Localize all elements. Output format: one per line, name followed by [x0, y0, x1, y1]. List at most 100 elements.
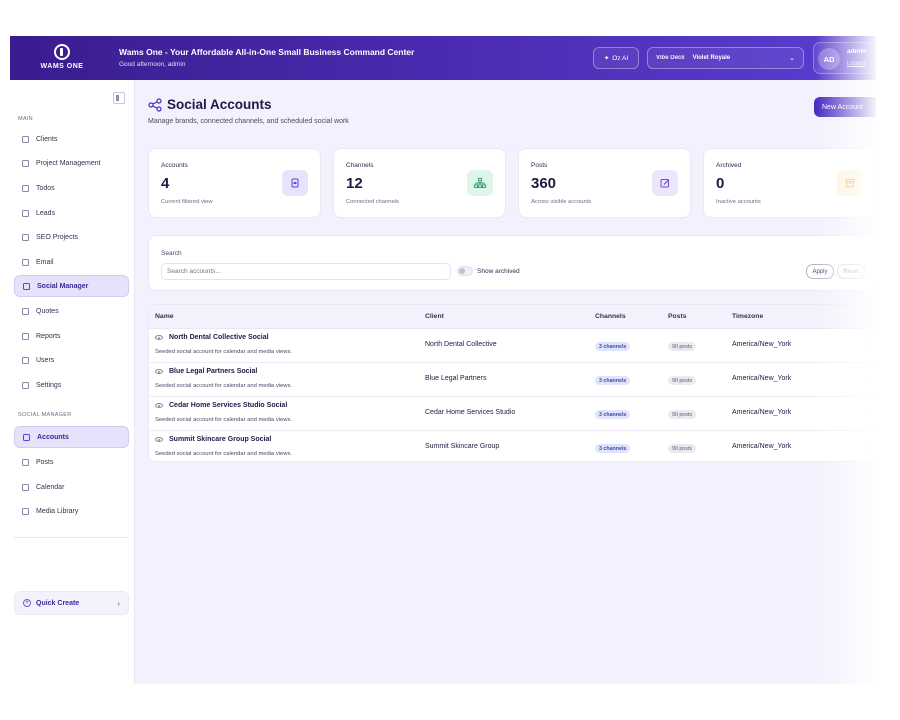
edit-icon	[22, 458, 29, 466]
vibe-deck-label: Vibe Deck	[656, 55, 685, 61]
bar-chart-icon	[22, 332, 29, 340]
column-header-name[interactable]: Name	[155, 313, 174, 320]
sidebar-item-label: Social Manager	[37, 282, 89, 290]
account-name[interactable]: Blue Legal Partners Social	[155, 368, 257, 375]
trend-icon	[22, 233, 29, 241]
column-header-client[interactable]: Client	[425, 313, 444, 320]
column-header-timezone[interactable]: Timezone	[732, 313, 764, 320]
sidebar-item-label: Clients	[36, 135, 58, 143]
account-description: Seeded social account for calendar and m…	[155, 349, 292, 355]
reset-button[interactable]: Reset	[837, 264, 865, 279]
stat-sub: Inactive accounts	[716, 199, 761, 205]
stat-value: 0	[716, 175, 725, 192]
sidebar-item-project-management[interactable]: Project Management	[14, 152, 129, 174]
sidebar-item-todos[interactable]: Todos	[14, 177, 129, 199]
row-actions-icon[interactable]: ⋮	[865, 342, 872, 349]
kanban-icon	[22, 159, 29, 167]
sidebar-item-users[interactable]: Users	[14, 349, 129, 371]
stat-sub: Current filtered view	[161, 199, 213, 205]
row-actions-icon[interactable]: ⋮	[865, 444, 872, 451]
edit-icon	[652, 170, 678, 196]
app-title: Wams One - Your Affordable All-in-One Sm…	[119, 47, 415, 57]
sidebar-item-label: Quotes	[36, 307, 59, 315]
stat-card-accounts: Accounts 4 Current filtered view	[148, 148, 321, 218]
table-header: Name Client Channels Posts Timezone	[149, 305, 876, 329]
sidebar-item-label: Reports	[36, 332, 61, 340]
sidebar-item-label: SEO Projects	[36, 233, 79, 241]
table-row[interactable]: Blue Legal Partners Social Seeded social…	[149, 363, 876, 397]
account-description: Seeded social account for calendar and m…	[155, 451, 292, 457]
quick-create-label: Quick Create	[36, 599, 80, 607]
calendar-icon	[22, 483, 29, 491]
column-header-channels[interactable]: Channels	[595, 313, 626, 320]
channels-badge: 3 channels	[595, 376, 631, 385]
vibe-deck-value: Violet Royale	[692, 55, 731, 61]
account-name[interactable]: North Dental Collective Social	[155, 334, 269, 341]
logo-text: WAMS ONE	[40, 63, 84, 70]
sidebar-item-leads[interactable]: Leads	[14, 202, 129, 224]
oz-ai-button[interactable]: ✦ Oz AI	[593, 47, 639, 69]
account-name[interactable]: Cedar Home Services Studio Social	[155, 402, 287, 409]
chevron-down-icon: ⌄	[789, 55, 795, 62]
filter-panel: Search Show archived Apply Reset	[148, 235, 876, 291]
search-input[interactable]	[161, 263, 451, 280]
sidebar-collapse-icon[interactable]	[113, 92, 125, 104]
sidebar-item-settings[interactable]: Settings	[14, 374, 129, 396]
id-card-icon	[23, 433, 30, 441]
eye-icon	[155, 335, 163, 340]
sidebar-item-quotes[interactable]: Quotes	[14, 300, 129, 322]
table-row[interactable]: North Dental Collective Social Seeded so…	[149, 329, 876, 363]
chevron-right-icon: ›	[117, 598, 120, 608]
stat-value: 360	[531, 175, 557, 192]
quick-create-button[interactable]: + Quick Create ›	[14, 591, 129, 615]
column-header-posts[interactable]: Posts	[668, 313, 687, 320]
sidebar-item-seo-projects[interactable]: SEO Projects	[14, 226, 129, 248]
apply-button[interactable]: Apply	[806, 264, 834, 279]
table-row[interactable]: Summit Skincare Group Social Seeded soci…	[149, 431, 876, 461]
account-description: Seeded social account for calendar and m…	[155, 383, 292, 389]
sidebar-item-accounts[interactable]: Accounts	[14, 426, 129, 448]
sidebar-item-label: Email	[36, 258, 54, 266]
sidebar-item-email[interactable]: Email	[14, 251, 129, 273]
page-title: Social Accounts	[148, 97, 272, 112]
checklist-icon	[22, 184, 29, 192]
user-menu[interactable]: AD admin Logout	[813, 42, 876, 74]
account-description: Seeded social account for calendar and m…	[155, 417, 292, 423]
sidebar-item-media-library[interactable]: Media Library	[14, 500, 129, 522]
share-icon	[148, 97, 162, 112]
posts-badge: 90 posts	[668, 410, 697, 419]
sidebar-item-social-manager[interactable]: Social Manager	[14, 275, 129, 297]
sidebar-item-posts[interactable]: Posts	[14, 451, 129, 473]
stat-sub: Connected channels	[346, 199, 399, 205]
main-content: Social Accounts Manage brands, connected…	[136, 80, 876, 684]
account-name[interactable]: Summit Skincare Group Social	[155, 436, 271, 443]
timezone-cell: America/New_York	[732, 443, 792, 450]
gear-icon	[22, 381, 29, 389]
sidebar-item-label: Todos	[36, 184, 55, 192]
stat-value: 12	[346, 175, 363, 192]
network-icon	[467, 170, 493, 196]
sidebar-item-label: Calendar	[36, 483, 65, 491]
posts-badge: 90 posts	[668, 444, 697, 453]
stat-sub: Across visible accounts	[531, 199, 592, 205]
power-logo-icon	[54, 44, 70, 60]
stat-label: Accounts	[161, 162, 188, 169]
client-cell: Cedar Home Services Studio	[425, 409, 516, 416]
stat-label: Posts	[531, 162, 548, 169]
table-row[interactable]: Cedar Home Services Studio Social Seeded…	[149, 397, 876, 431]
vibe-deck-select[interactable]: Vibe Deck Violet Royale ⌄	[647, 47, 804, 69]
sidebar-item-label: Posts	[36, 458, 54, 466]
row-actions-icon[interactable]: ⋮	[865, 410, 872, 417]
new-account-button[interactable]: New Account	[814, 97, 876, 117]
sidebar-item-calendar[interactable]: Calendar	[14, 476, 129, 498]
logout-link[interactable]: Logout	[847, 61, 866, 67]
sparkle-icon: ✦	[603, 55, 610, 62]
app-logo[interactable]: WAMS ONE	[36, 44, 88, 74]
posts-badge: 90 posts	[668, 342, 697, 351]
sidebar-item-label: Media Library	[36, 507, 79, 515]
sidebar-item-clients[interactable]: Clients	[14, 128, 129, 150]
show-archived-toggle[interactable]	[457, 266, 473, 276]
timezone-cell: America/New_York	[732, 375, 792, 382]
sidebar-item-reports[interactable]: Reports	[14, 325, 129, 347]
row-actions-icon[interactable]: ⋮	[865, 376, 872, 383]
